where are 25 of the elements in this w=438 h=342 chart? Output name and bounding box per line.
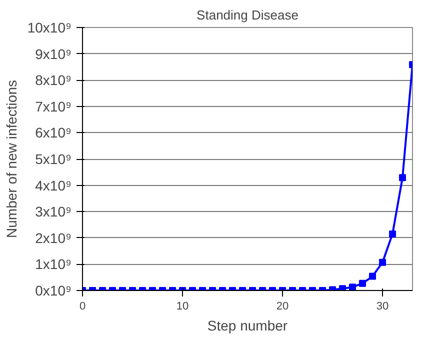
y-tick-label: 4x10⁹ xyxy=(35,177,72,194)
point xyxy=(349,284,356,290)
y-tick-label: 8x10⁹ xyxy=(35,72,72,88)
chart-title: Standing Disease xyxy=(196,8,298,22)
x-axis-title: Step number xyxy=(207,318,288,334)
point xyxy=(389,230,396,238)
y-tick-label: 1x10⁹ xyxy=(35,256,72,272)
y-tick-label: 6x10⁹ xyxy=(35,124,72,141)
y-tick-label: 3x10⁹ xyxy=(35,204,72,220)
y-tick-label: 7x10⁹ xyxy=(35,98,72,114)
y-tick-label: 0x10⁹ xyxy=(35,282,72,298)
x-tick-label: 10 xyxy=(176,300,189,312)
point xyxy=(339,285,346,290)
y-tick-label: 10x10⁹ xyxy=(27,20,72,36)
x-tick-label: 0 xyxy=(79,300,86,312)
y-axis-title: Number of new infections xyxy=(3,80,20,238)
y-tick-label: 2x10⁹ xyxy=(35,230,72,246)
y-tick-label: 9x10⁹ xyxy=(35,46,72,62)
point xyxy=(359,280,366,287)
x-tick-label: 20 xyxy=(276,300,289,312)
point xyxy=(369,272,376,280)
point xyxy=(379,258,386,266)
point xyxy=(399,174,406,182)
x-tick-label: 30 xyxy=(376,300,389,312)
y-tick-label: 5x10⁹ xyxy=(35,151,72,167)
